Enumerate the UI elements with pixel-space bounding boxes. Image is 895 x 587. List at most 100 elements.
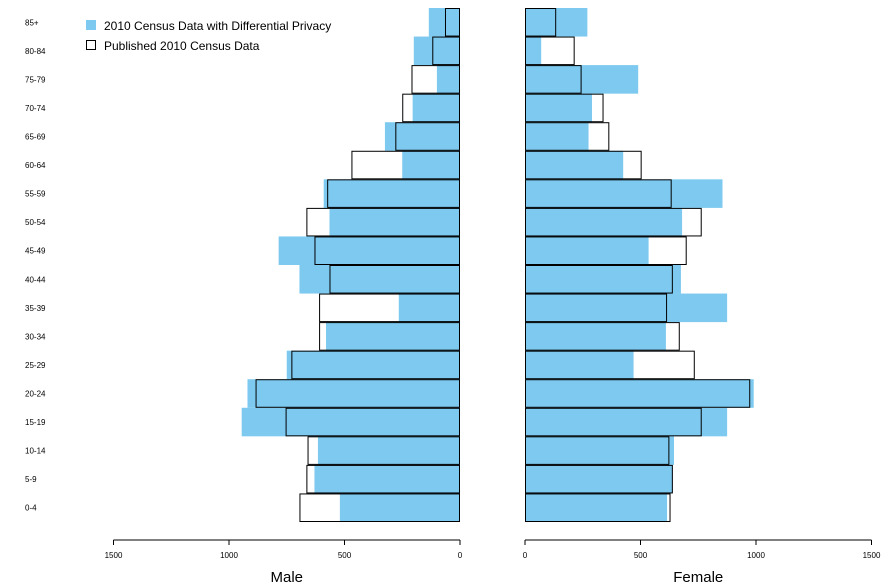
female-x-tick-label-500: 500	[634, 551, 648, 560]
male-published-bar-70-74	[402, 93, 460, 123]
male-dp-bar-30-34	[326, 322, 460, 351]
male-dp-bar-15-19	[241, 407, 460, 437]
legend-label-published: Published 2010 Census Data	[104, 39, 260, 53]
female-published-bar-35-39	[525, 293, 668, 323]
age-label-25-29: 25-29	[25, 361, 46, 370]
male-dp-bar-0-4	[339, 493, 460, 522]
age-label-5-9: 5-9	[25, 475, 37, 484]
male-published-bar-0-4	[299, 493, 460, 523]
legend: 2010 Census Data with Differential Priva…	[86, 19, 331, 53]
female-published-bar-80-84	[525, 36, 575, 66]
male-dp-bar-10-14	[317, 436, 460, 465]
age-label-70-74: 70-74	[25, 104, 46, 113]
female-dp-bar-35-39	[525, 293, 728, 323]
male-x-tick-label-0: 0	[458, 551, 463, 560]
male-x-tick-label-1000: 1000	[220, 551, 238, 560]
male-dp-bar-65-69	[384, 122, 460, 151]
female-published-bar-0-4	[525, 493, 671, 523]
female-dp-bar-55-59	[525, 179, 723, 208]
male-published-bar-15-19	[285, 407, 460, 437]
age-label-45-49: 45-49	[25, 247, 46, 256]
male-dp-bar-45-49	[278, 236, 460, 265]
male-dp-bar-60-64	[402, 150, 460, 180]
female-published-bar-55-59	[525, 179, 672, 208]
female-dp-bar-10-14	[525, 436, 674, 465]
male-x-tick-label-1500: 1500	[105, 551, 123, 560]
female-published-bar-60-64	[525, 150, 642, 180]
male-published-bar-10-14	[307, 436, 461, 465]
male-dp-bar-85plus	[428, 8, 460, 37]
age-label-85plus: 85+	[25, 18, 39, 27]
female-published-bar-50-54	[525, 207, 702, 237]
age-label-50-54: 50-54	[25, 218, 46, 227]
age-label-75-79: 75-79	[25, 75, 46, 84]
female-published-bar-30-34	[525, 322, 680, 351]
male-published-bar-35-39	[319, 293, 460, 323]
female-dp-bar-40-44	[525, 265, 681, 294]
age-label-20-24: 20-24	[25, 390, 46, 399]
male-published-bar-45-49	[314, 236, 460, 265]
age-label-60-64: 60-64	[25, 161, 46, 170]
legend-swatch-published	[86, 40, 96, 50]
age-group-labels: 0-4 5-9 10-14 15-19 20-24 25-29 30-34 35-39 40-4…	[25, 18, 46, 512]
female-axis-title: Female	[673, 569, 723, 586]
male-published-bar-20-24	[255, 379, 460, 408]
male-dp-bar-35-39	[398, 293, 460, 323]
female-published-bar-40-44	[525, 265, 673, 294]
female-published-bar-85plus	[525, 8, 557, 37]
male-published-bar-75-79	[411, 65, 460, 94]
female-dp-bar-50-54	[525, 207, 683, 237]
male-dp-bar-55-59	[323, 179, 460, 208]
female-published-bar-5-9	[525, 464, 673, 494]
female-x-tick-label-1500: 1500	[863, 551, 881, 560]
male-axis-title: Male	[270, 569, 303, 586]
male-dp-bar-80-84	[413, 36, 460, 66]
legend-label-dp: 2010 Census Data with Differential Priva…	[104, 19, 331, 33]
male-published-bar-25-29	[291, 350, 460, 380]
male-published-bar-5-9	[306, 464, 461, 494]
female-dp-bar-60-64	[525, 150, 624, 180]
age-label-55-59: 55-59	[25, 190, 46, 199]
age-label-10-14: 10-14	[25, 447, 46, 456]
female-dp-bar-30-34	[525, 322, 666, 351]
male-published-bar-65-69	[395, 122, 461, 151]
age-label-0-4: 0-4	[25, 504, 37, 513]
female-dp-bar-65-69	[525, 122, 589, 151]
female-dp-bar-70-74	[525, 93, 592, 123]
male-panel: 1500 1000 500 0 Male	[105, 8, 463, 586]
male-published-bar-40-44	[329, 265, 460, 294]
female-dp-bar-25-29	[525, 350, 634, 380]
female-dp-bar-80-84	[525, 36, 542, 66]
male-dp-bar-40-44	[299, 265, 460, 294]
male-published-bar-80-84	[432, 36, 460, 66]
female-dp-bar-5-9	[525, 464, 673, 494]
female-published-bar-10-14	[525, 436, 670, 465]
female-published-bar-70-74	[525, 93, 604, 123]
male-published-bar-85plus	[444, 8, 460, 37]
age-label-65-69: 65-69	[25, 133, 46, 142]
female-dp-bar-45-49	[525, 236, 649, 265]
female-published-bar-25-29	[525, 350, 695, 380]
male-dp-bar-70-74	[412, 93, 460, 123]
male-published-bar-30-34	[319, 322, 460, 351]
age-label-35-39: 35-39	[25, 304, 46, 313]
age-label-80-84: 80-84	[25, 47, 46, 56]
female-published-bar-75-79	[525, 65, 582, 94]
male-published-bar-50-54	[306, 207, 461, 237]
female-dp-bar-0-4	[525, 493, 668, 522]
female-panel: 0 500 1000 1500 Female	[523, 8, 881, 586]
male-dp-bar-25-29	[286, 350, 460, 380]
age-label-15-19: 15-19	[25, 418, 46, 427]
male-published-bar-60-64	[351, 150, 460, 180]
female-published-bar-45-49	[525, 236, 687, 265]
male-x-tick-label-500: 500	[338, 551, 352, 560]
female-published-bar-20-24	[525, 379, 751, 408]
female-x-tick-label-1000: 1000	[747, 551, 765, 560]
legend-swatch-dp	[86, 20, 96, 30]
male-published-bar-55-59	[327, 179, 460, 208]
female-published-bar-65-69	[525, 122, 610, 151]
age-label-30-34: 30-34	[25, 332, 46, 341]
female-published-bar-15-19	[525, 407, 702, 437]
female-dp-bar-15-19	[525, 407, 728, 437]
